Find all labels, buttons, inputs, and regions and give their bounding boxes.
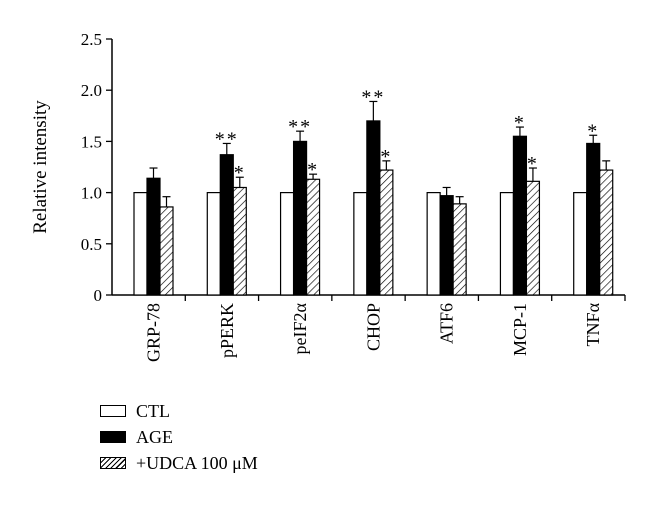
- bar: [426, 192, 441, 296]
- bar: [232, 186, 247, 296]
- significance-marker: *: [307, 159, 319, 181]
- legend-swatch-udca: [100, 457, 126, 469]
- bar: [279, 192, 295, 296]
- legend-label-age: AGE: [136, 426, 173, 447]
- y-tick-label: 2.0: [81, 81, 102, 100]
- legend-swatch-age: [100, 431, 126, 443]
- x-tick-label: CHOP: [363, 303, 383, 351]
- bar: [573, 192, 588, 296]
- y-tick-label: 1.5: [81, 132, 102, 151]
- bar: [292, 140, 308, 296]
- bar: [439, 195, 454, 296]
- bar: [146, 177, 161, 296]
- legend: CTL AGE +UDCA 100 μM: [100, 398, 258, 476]
- legend-swatch-ctl: [100, 405, 126, 417]
- x-tick-label: GRP-78: [144, 303, 164, 362]
- bar: [525, 180, 541, 296]
- x-tick-label: MCP-1: [510, 303, 530, 356]
- bar: [379, 169, 394, 296]
- significance-marker: *: [514, 112, 526, 134]
- significance-marker: **: [215, 128, 239, 150]
- bar: [305, 178, 321, 296]
- bar: [159, 206, 174, 296]
- x-tick-label: ATF6: [437, 303, 457, 344]
- bar: [366, 120, 381, 296]
- y-tick-label: 2.5: [81, 30, 102, 49]
- significance-marker: **: [361, 86, 385, 108]
- bar: [452, 203, 467, 296]
- bar: [599, 169, 614, 296]
- x-tick-label: TNFα: [583, 302, 603, 346]
- legend-item-age: AGE: [100, 424, 258, 450]
- bar: [586, 142, 601, 296]
- legend-item-udca: +UDCA 100 μM: [100, 450, 258, 476]
- legend-label-udca: +UDCA 100 μM: [136, 452, 258, 473]
- x-tick-label: peIF2α: [290, 302, 310, 354]
- y-tick-label: 0: [94, 286, 103, 305]
- significance-marker: *: [234, 162, 246, 184]
- y-axis-label: Relative intensity: [30, 100, 51, 234]
- bar: [512, 135, 528, 296]
- y-tick-label: 0.5: [81, 235, 102, 254]
- significance-marker: *: [380, 146, 392, 168]
- bar: [219, 154, 234, 296]
- x-tick-label: pPERK: [217, 303, 237, 358]
- bar: [353, 192, 368, 296]
- significance-marker: *: [527, 153, 539, 175]
- y-tick-label: 1.0: [81, 184, 102, 203]
- bar: [133, 192, 148, 296]
- bar: [499, 192, 515, 296]
- significance-marker: *: [587, 120, 599, 142]
- significance-marker: **: [288, 116, 312, 138]
- legend-label-ctl: CTL: [136, 400, 170, 421]
- bar: [206, 192, 221, 296]
- legend-item-ctl: CTL: [100, 398, 258, 424]
